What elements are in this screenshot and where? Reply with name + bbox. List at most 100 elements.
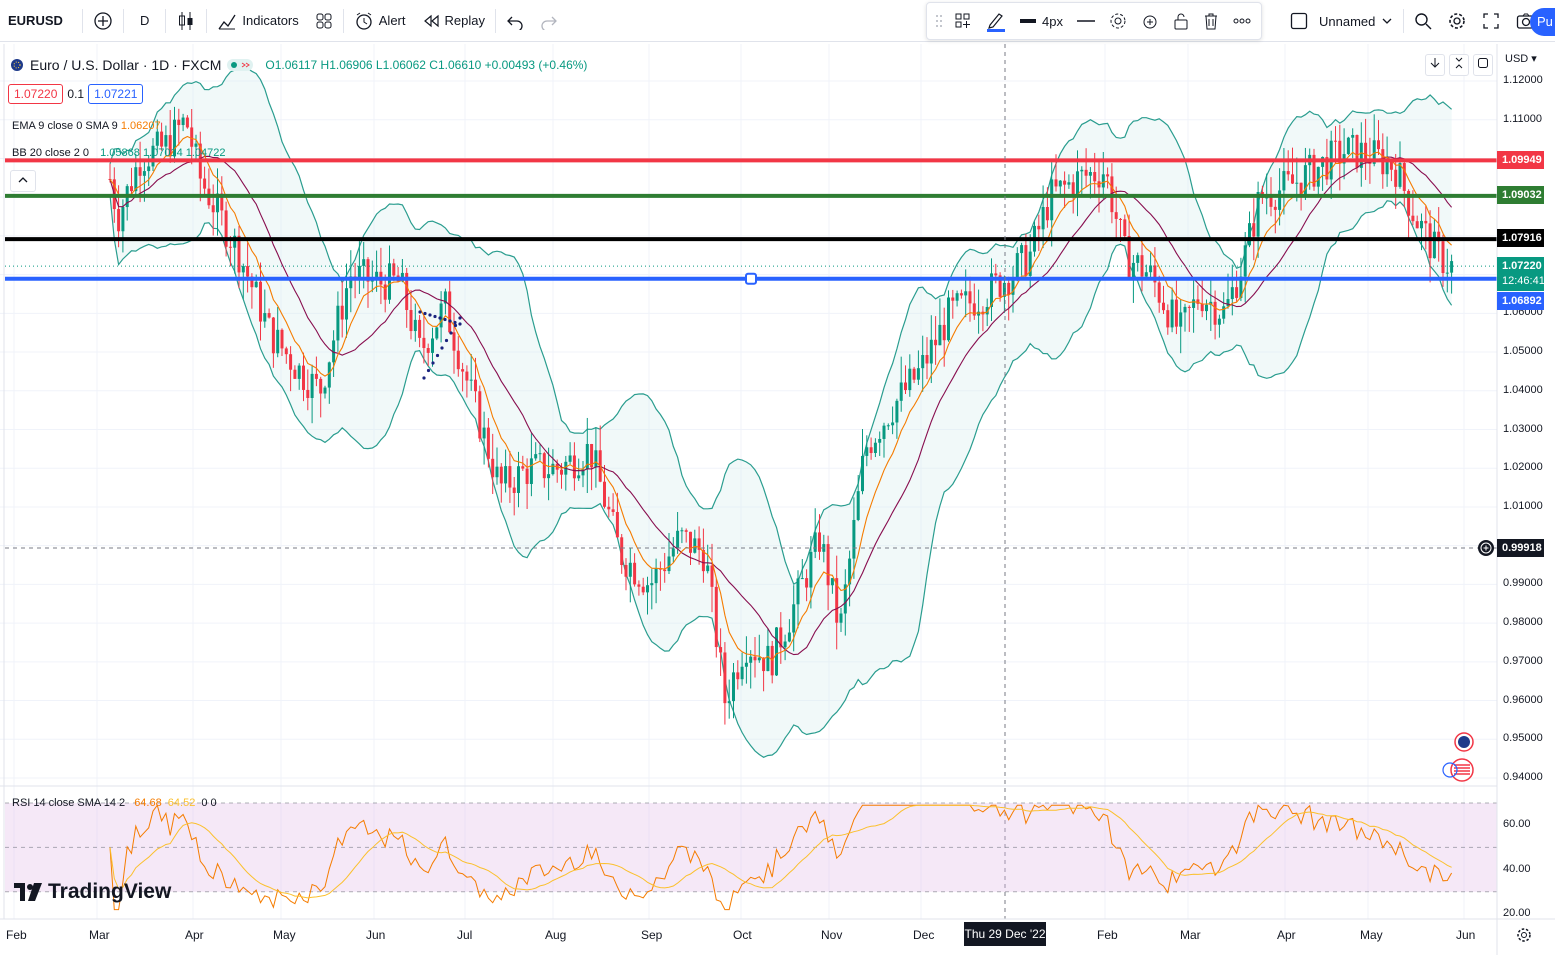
candle-body [168, 135, 172, 157]
pane-move-down-button[interactable] [1425, 54, 1445, 76]
candle-body [1445, 272, 1449, 274]
bb-legend[interactable]: BB 20 close 2 0 1.05868 1.07014 1.04722 [12, 147, 226, 159]
ema-legend[interactable]: EMA 9 close 0 SMA 9 1.06207 [12, 120, 161, 132]
economic-event-icons[interactable] [1442, 732, 1474, 782]
candle-body [203, 178, 207, 189]
pane-maximize-button[interactable] [1473, 54, 1493, 76]
black-line-price-label: 1.07916 [1497, 229, 1544, 247]
maximize-icon [1478, 58, 1488, 68]
pattern-dot [443, 317, 447, 322]
main-legend: Euro / U.S. Dollar · 1D · FXCM O1.06117 … [10, 57, 587, 73]
delete-button[interactable] [1196, 3, 1226, 39]
compare-symbol-button[interactable] [85, 0, 121, 42]
us-event-icon[interactable] [1450, 758, 1474, 782]
candle-body [1200, 303, 1204, 312]
collapse-legend-button[interactable] [10, 170, 36, 192]
layout-menu-button[interactable]: Unnamed [1282, 0, 1401, 42]
price-tick: 0.95000 [1503, 732, 1543, 745]
line-anchor-handle[interactable] [745, 272, 757, 285]
candle-body [211, 205, 215, 213]
quick-search-button[interactable] [1406, 0, 1440, 42]
more-button[interactable] [1226, 3, 1258, 39]
gear-icon [1517, 928, 1531, 942]
symbol-search-button[interactable]: EURUSD [8, 13, 63, 28]
candle-body [121, 207, 125, 232]
buy-sell-row: 1.07220 0.1 1.07221 [8, 84, 144, 104]
candle-body [908, 368, 912, 391]
currency-label: USD [1505, 53, 1529, 65]
candle-body [826, 544, 830, 586]
alert-button[interactable]: Alert [346, 0, 414, 42]
layout-square-icon [1290, 12, 1308, 30]
lock-button[interactable] [1166, 3, 1196, 39]
candle-body [878, 438, 882, 443]
rsi-tick: 40.00 [1503, 862, 1531, 875]
indicators-button[interactable]: Indicators [209, 0, 306, 42]
drawing-settings-button[interactable] [1102, 3, 1134, 39]
currency-menu[interactable]: USD ▾ [1505, 53, 1537, 65]
pattern-dot [431, 361, 435, 365]
gear-icon [1449, 13, 1466, 29]
candle-body [1050, 179, 1054, 221]
candle-body [873, 442, 877, 454]
candle-body [1187, 306, 1191, 308]
line-style-button[interactable] [1070, 3, 1102, 39]
candle-body [904, 382, 907, 391]
line-color-button[interactable] [979, 3, 1013, 39]
candle-body [138, 167, 142, 176]
candle-body [517, 466, 520, 493]
candle-body [985, 306, 989, 315]
candle-body [190, 127, 194, 147]
template-button[interactable] [947, 3, 979, 39]
pane-collapse-button[interactable] [1449, 54, 1469, 76]
line-width-button[interactable]: 4px [1013, 3, 1070, 39]
candle-body [654, 568, 658, 584]
candle-body [899, 382, 903, 401]
candle-body [818, 532, 821, 552]
undo-button[interactable] [498, 0, 532, 42]
templates-button[interactable] [307, 0, 341, 42]
candle-body [177, 119, 181, 126]
fullscreen-button[interactable] [1474, 0, 1508, 42]
candle-body [1291, 174, 1294, 184]
candle-body [585, 443, 589, 470]
add-alert-plus-button[interactable] [1478, 540, 1494, 556]
candle-body [293, 369, 297, 379]
chart-type-button[interactable] [168, 0, 204, 42]
interval-button[interactable]: D [140, 13, 150, 28]
candle-body [968, 291, 972, 304]
candle-body [843, 584, 847, 614]
candle-body [319, 378, 323, 394]
drag-handle[interactable] [931, 3, 947, 39]
candle-body [1351, 134, 1355, 138]
candle-body [1093, 172, 1097, 182]
candle-body [813, 532, 817, 552]
sell-button[interactable]: 1.07220 [8, 84, 64, 104]
grid-plus-icon [955, 13, 970, 28]
candle-body [710, 565, 714, 587]
rsi-legend[interactable]: RSI 14 close SMA 14 2 64.68 64.52 0 0 [12, 797, 217, 809]
chevron-down-icon [1382, 18, 1392, 24]
candle-body [1420, 220, 1423, 229]
candle-body [934, 339, 938, 346]
candle-body [641, 586, 645, 593]
chart-canvas[interactable] [0, 44, 1555, 955]
candle-body [1265, 197, 1269, 199]
redo-button[interactable] [532, 0, 566, 42]
candle-body [693, 538, 697, 553]
time-axis-settings-button[interactable] [1516, 927, 1532, 948]
drawing-alert-button[interactable] [1134, 3, 1166, 39]
time-tick: Oct [733, 928, 752, 942]
publish-button[interactable]: Pu [1530, 8, 1555, 36]
tradingview-watermark[interactable]: TradingView [14, 880, 171, 904]
bar-countdown: 12:46:41 [1502, 275, 1545, 287]
candle-body [1037, 225, 1041, 230]
time-tick: Mar [89, 928, 110, 942]
gear-icon [1110, 13, 1126, 29]
replay-button[interactable]: Replay [414, 0, 493, 42]
trash-icon [1204, 13, 1217, 30]
buy-button[interactable]: 1.07221 [88, 84, 144, 104]
candle-body [413, 319, 417, 332]
chart-settings-button[interactable] [1440, 0, 1474, 42]
candle-body [938, 324, 942, 346]
